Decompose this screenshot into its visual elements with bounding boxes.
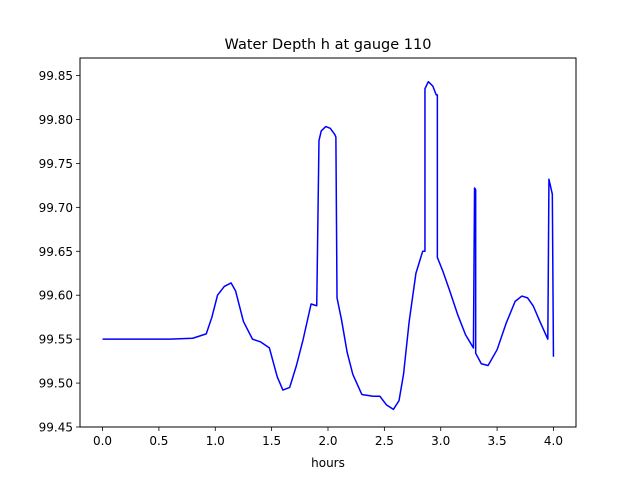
x-tick-label: 2.0 — [318, 434, 337, 448]
y-tick-label: 99.55 — [39, 333, 73, 347]
x-tick-label: 3.0 — [431, 434, 450, 448]
x-axis-label: hours — [311, 456, 345, 470]
y-tick-label: 99.65 — [39, 245, 73, 259]
chart-title: Water Depth h at gauge 110 — [225, 37, 432, 53]
series-layer — [102, 80, 555, 411]
x-tick-label: 2.5 — [375, 434, 394, 448]
x-tick-label: 1.5 — [262, 434, 281, 448]
x-tick-label: 4.0 — [544, 434, 563, 448]
y-axis-ticks: 99.45 99.50 99.55 99.60 99.65 99.70 99.75 99.80… — [39, 69, 80, 435]
y-tick-label: 99.45 — [39, 421, 73, 435]
y-tick-label: 99.80 — [39, 113, 73, 127]
y-tick-label: 99.60 — [39, 289, 73, 303]
y-tick-label: 99.85 — [39, 69, 73, 83]
x-tick-label: 0.5 — [149, 434, 168, 448]
series-line — [102, 80, 555, 411]
x-tick-label: 1.0 — [206, 434, 225, 448]
y-tick-label: 99.70 — [39, 201, 73, 215]
y-tick-label: 99.75 — [39, 157, 73, 171]
x-tick-label: 0.0 — [93, 434, 112, 448]
y-tick-label: 99.50 — [39, 377, 73, 391]
x-tick-label: 3.5 — [488, 434, 507, 448]
x-axis-ticks: 0.0 0.5 1.0 1.5 2.0 2.5 3.0 3.5 4.0 — [93, 427, 563, 448]
